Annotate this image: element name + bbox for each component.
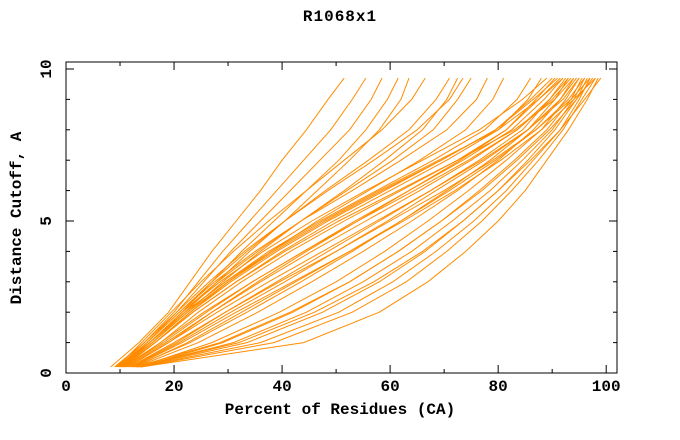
x-axis-title: Percent of Residues (CA) <box>224 401 456 419</box>
curve-line <box>122 77 505 368</box>
curve-line <box>121 77 575 368</box>
x-tick-label: 60 <box>381 378 400 396</box>
x-tick-label: 0 <box>61 378 71 396</box>
curve-line <box>118 77 450 368</box>
y-tick-label: 10 <box>38 59 56 78</box>
curve-line <box>138 77 580 368</box>
curve-line <box>135 77 594 368</box>
x-tick-label: 100 <box>592 378 621 396</box>
curve-line <box>119 77 548 368</box>
curve-line <box>119 77 488 368</box>
curve-line <box>136 77 602 368</box>
curve-line <box>141 77 599 368</box>
curve-line <box>123 77 553 368</box>
curve-line <box>120 77 564 368</box>
curve-line <box>117 77 464 368</box>
curve-line <box>126 77 569 368</box>
plot-border <box>65 61 618 374</box>
curve-line <box>110 77 345 368</box>
curve-line <box>114 77 367 368</box>
curve-line <box>136 77 575 368</box>
x-tick-label: 20 <box>164 378 183 396</box>
y-tick-label: 5 <box>38 216 56 226</box>
x-tick-label: 80 <box>489 378 508 396</box>
curve-line <box>139 77 591 368</box>
curve-line <box>127 77 561 368</box>
curve-line <box>131 77 577 368</box>
curve-line <box>137 77 586 368</box>
curve-line <box>116 77 426 368</box>
x-tick-label: 40 <box>272 378 291 396</box>
curve-line <box>134 77 585 368</box>
curve-line <box>121 77 558 368</box>
chart-title: R1068x1 <box>302 8 378 26</box>
y-tick-label: 0 <box>38 368 56 378</box>
curve-line <box>116 77 383 368</box>
curve-line <box>129 77 591 368</box>
curve-line <box>123 77 572 368</box>
curve-line <box>125 77 556 368</box>
curve-line <box>127 77 580 368</box>
curve-line <box>141 77 596 368</box>
curve-line <box>124 77 564 368</box>
curve-line <box>122 77 542 368</box>
curve-line <box>132 77 596 368</box>
